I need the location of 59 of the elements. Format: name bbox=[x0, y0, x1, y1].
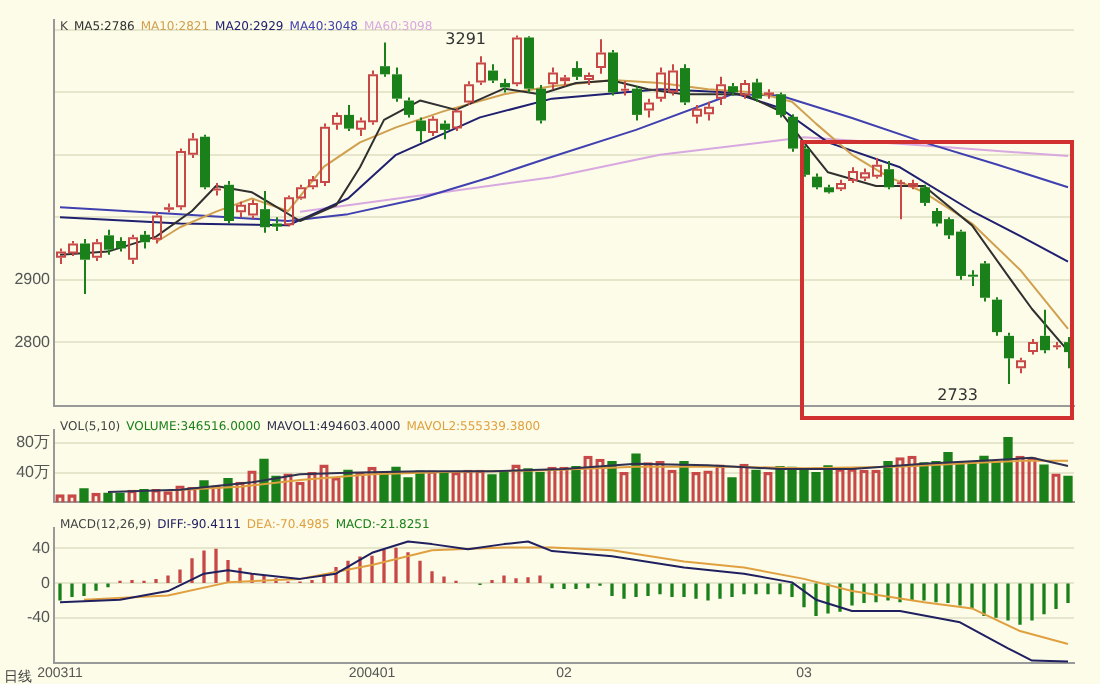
candlestick bbox=[428, 115, 438, 138]
candlestick bbox=[920, 183, 930, 208]
bar bbox=[679, 460, 689, 503]
candlestick bbox=[380, 41, 390, 78]
bar bbox=[1063, 475, 1073, 503]
y-tick-label: 80万 bbox=[16, 433, 50, 452]
bar bbox=[607, 460, 617, 503]
candlestick bbox=[584, 71, 594, 86]
candlestick bbox=[728, 82, 738, 97]
bar bbox=[727, 477, 737, 503]
candlestick bbox=[572, 60, 582, 81]
candlestick bbox=[416, 116, 426, 144]
candlestick bbox=[344, 103, 354, 133]
candlestick bbox=[632, 85, 642, 122]
annotation: 3291 bbox=[445, 30, 486, 49]
candlestick bbox=[200, 133, 210, 191]
candlestick bbox=[488, 63, 498, 85]
y-tick-label: 40 bbox=[32, 538, 52, 557]
candlestick bbox=[812, 172, 822, 191]
y-tick-label: 2900 bbox=[14, 270, 52, 289]
candlestick bbox=[140, 229, 150, 250]
bar bbox=[439, 472, 449, 503]
bar bbox=[751, 469, 761, 503]
candlestick bbox=[824, 183, 834, 193]
candlestick bbox=[92, 238, 102, 262]
candlestick bbox=[740, 78, 750, 100]
candlestick bbox=[224, 180, 234, 225]
bar bbox=[79, 488, 89, 503]
candlestick bbox=[404, 96, 414, 119]
candlestick bbox=[992, 296, 1002, 337]
candlestick bbox=[1016, 356, 1026, 375]
candlestick bbox=[788, 113, 798, 153]
y-tick-label: -40 bbox=[26, 608, 52, 627]
y-tick-label: 2800 bbox=[14, 332, 52, 351]
candlestick bbox=[464, 80, 474, 106]
candlestick bbox=[716, 75, 726, 106]
annotation: 2733 bbox=[937, 386, 978, 405]
candlestick bbox=[1028, 337, 1038, 356]
candlestick bbox=[680, 63, 690, 106]
candlestick bbox=[1040, 308, 1050, 355]
candlestick bbox=[80, 238, 90, 296]
bar bbox=[571, 466, 581, 503]
y-tick-label: 0 bbox=[41, 573, 52, 592]
candlestick bbox=[884, 160, 894, 191]
candlestick bbox=[392, 66, 402, 103]
candlestick bbox=[836, 178, 846, 193]
y-tick-label: 40万 bbox=[16, 463, 50, 482]
bar bbox=[631, 453, 641, 503]
candlestick bbox=[332, 111, 342, 131]
candlestick bbox=[608, 48, 618, 97]
candlestick bbox=[596, 38, 606, 75]
candlestick bbox=[452, 107, 462, 133]
candlestick bbox=[440, 119, 450, 141]
candlestick bbox=[1004, 331, 1014, 385]
candlestick bbox=[500, 77, 510, 94]
candlestick bbox=[476, 55, 486, 86]
bar bbox=[883, 460, 893, 503]
candlestick bbox=[536, 83, 546, 125]
bar bbox=[1039, 464, 1049, 503]
